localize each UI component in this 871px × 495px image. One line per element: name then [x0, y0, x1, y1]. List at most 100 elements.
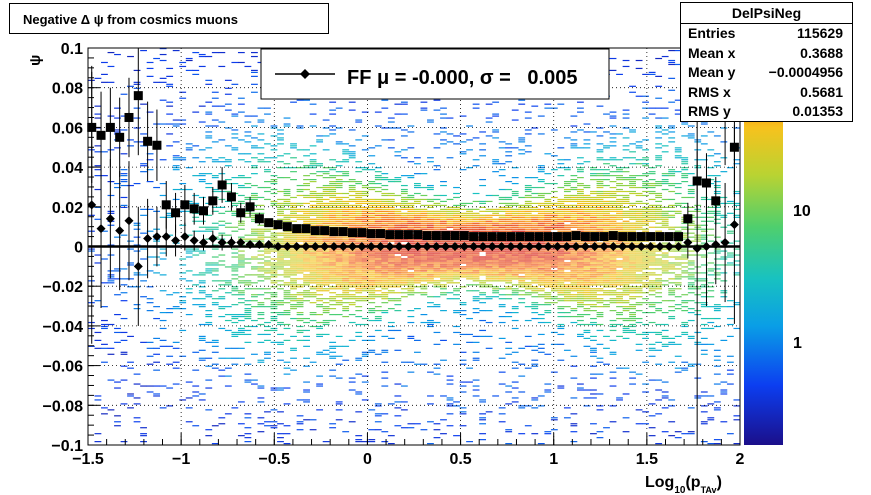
data-point-width — [543, 232, 553, 242]
y-tick-label: −0.08 — [43, 398, 84, 415]
data-point-width — [524, 232, 534, 242]
data-point-width — [534, 232, 544, 242]
data-point-width — [161, 200, 171, 210]
data-point-mean — [348, 242, 358, 251]
data-point-mean — [264, 240, 274, 250]
data-point-mean — [180, 232, 190, 242]
x-tick-label: 0.5 — [449, 451, 471, 468]
data-point-width — [580, 232, 590, 242]
data-point-mean — [524, 242, 534, 251]
data-point-mean — [394, 242, 404, 251]
data-point-mean — [115, 226, 125, 236]
stats-row-rms-x: RMS x 0.5681 — [688, 83, 843, 100]
data-point-mean — [590, 242, 600, 251]
data-point-width — [329, 227, 339, 237]
data-point-width — [264, 218, 274, 228]
x-tick-label: −1.5 — [72, 451, 104, 468]
data-point-mean — [664, 242, 674, 251]
data-point-width — [189, 204, 199, 214]
data-point-mean — [534, 242, 544, 251]
data-point-width — [245, 202, 255, 212]
data-point-mean — [441, 242, 451, 251]
data-point-width — [450, 231, 460, 241]
data-point-width — [254, 214, 264, 224]
data-point-mean — [674, 242, 684, 251]
data-point-width — [357, 228, 367, 238]
y-tick-label: −0.1 — [51, 438, 83, 455]
data-point-width — [413, 230, 423, 240]
data-point-width — [143, 136, 153, 146]
data-point-width — [105, 122, 115, 132]
data-point-width — [236, 208, 246, 218]
data-point-width — [664, 232, 674, 242]
data-point-width — [198, 206, 208, 216]
colorbar-tick-1: 1 — [793, 335, 802, 352]
data-point-mean — [161, 232, 171, 242]
colorbar-tick-10: 10 — [793, 203, 811, 220]
stats-row-entries: Entries 115629 — [688, 25, 843, 41]
data-point-width — [394, 230, 404, 240]
data-point-mean — [515, 242, 525, 251]
data-point-mean — [478, 242, 488, 251]
data-point-mean — [469, 242, 479, 251]
x-tick-label: 0 — [363, 451, 372, 468]
data-point-width — [552, 232, 562, 242]
data-point-mean — [152, 232, 162, 242]
data-point-mean — [254, 240, 264, 250]
data-point-width — [646, 232, 656, 242]
data-point-mean — [422, 242, 432, 251]
data-point-width — [674, 232, 684, 242]
data-point-mean — [320, 242, 330, 251]
data-point-mean — [646, 242, 656, 251]
data-point-width — [133, 91, 143, 101]
data-point-width — [385, 230, 395, 240]
data-point-mean — [105, 214, 115, 224]
data-point-mean — [301, 242, 311, 251]
data-point-mean — [96, 224, 106, 234]
data-point-width — [124, 112, 134, 122]
data-point-mean — [683, 238, 693, 248]
data-point-width — [431, 231, 441, 241]
legend-box: FF μ = -0.000, σ = 0.005 — [260, 48, 610, 100]
data-point-mean — [226, 238, 236, 248]
data-point-width — [618, 232, 628, 242]
data-point-width — [459, 231, 469, 241]
data-point-width — [487, 232, 497, 242]
data-point-mean — [655, 242, 665, 251]
data-point-width — [655, 232, 665, 242]
data-point-mean — [431, 242, 441, 251]
data-point-mean — [198, 238, 208, 248]
stats-row-mean-x: Mean x 0.3688 — [688, 44, 843, 61]
data-point-mean — [627, 242, 637, 251]
data-point-mean — [608, 242, 618, 251]
data-point-mean — [413, 242, 423, 251]
data-point-mean — [217, 238, 227, 248]
data-point-mean — [245, 240, 255, 250]
data-point-mean — [729, 220, 739, 230]
y-axis-label: ψ — [27, 55, 44, 66]
data-point-mean — [720, 238, 730, 248]
legend-label: FF μ = -0.000, σ = 0.005 — [347, 67, 577, 89]
axes: −1.5 −1 −0.5 0 0.5 1 1.5 2 −0.1 −0.08 −0.06 −0.04 −0… — [43, 41, 745, 468]
y-tick-label: −0.06 — [43, 359, 84, 376]
data-point-width — [180, 200, 190, 210]
data-point-mean — [692, 243, 702, 253]
data-point-mean — [143, 234, 153, 244]
data-point-width — [422, 231, 432, 241]
data-point-width — [599, 232, 609, 242]
data-point-width — [375, 229, 385, 239]
data-point-mean — [636, 242, 646, 251]
stats-row-rms-y: RMS y 0.01353 — [688, 103, 843, 119]
data-point-width — [571, 231, 581, 241]
y-tick-label: 0.06 — [52, 120, 83, 137]
y-tick-label: −0.04 — [43, 319, 84, 336]
x-tick-label: −0.5 — [258, 451, 290, 468]
data-point-width — [403, 230, 413, 240]
data-point-width — [636, 232, 646, 242]
data-point-width — [171, 208, 181, 218]
data-point-mean — [273, 242, 283, 251]
data-point-mean — [357, 242, 367, 251]
stats-name: DelPsiNeg — [681, 3, 852, 24]
data-point-mean — [292, 242, 302, 251]
